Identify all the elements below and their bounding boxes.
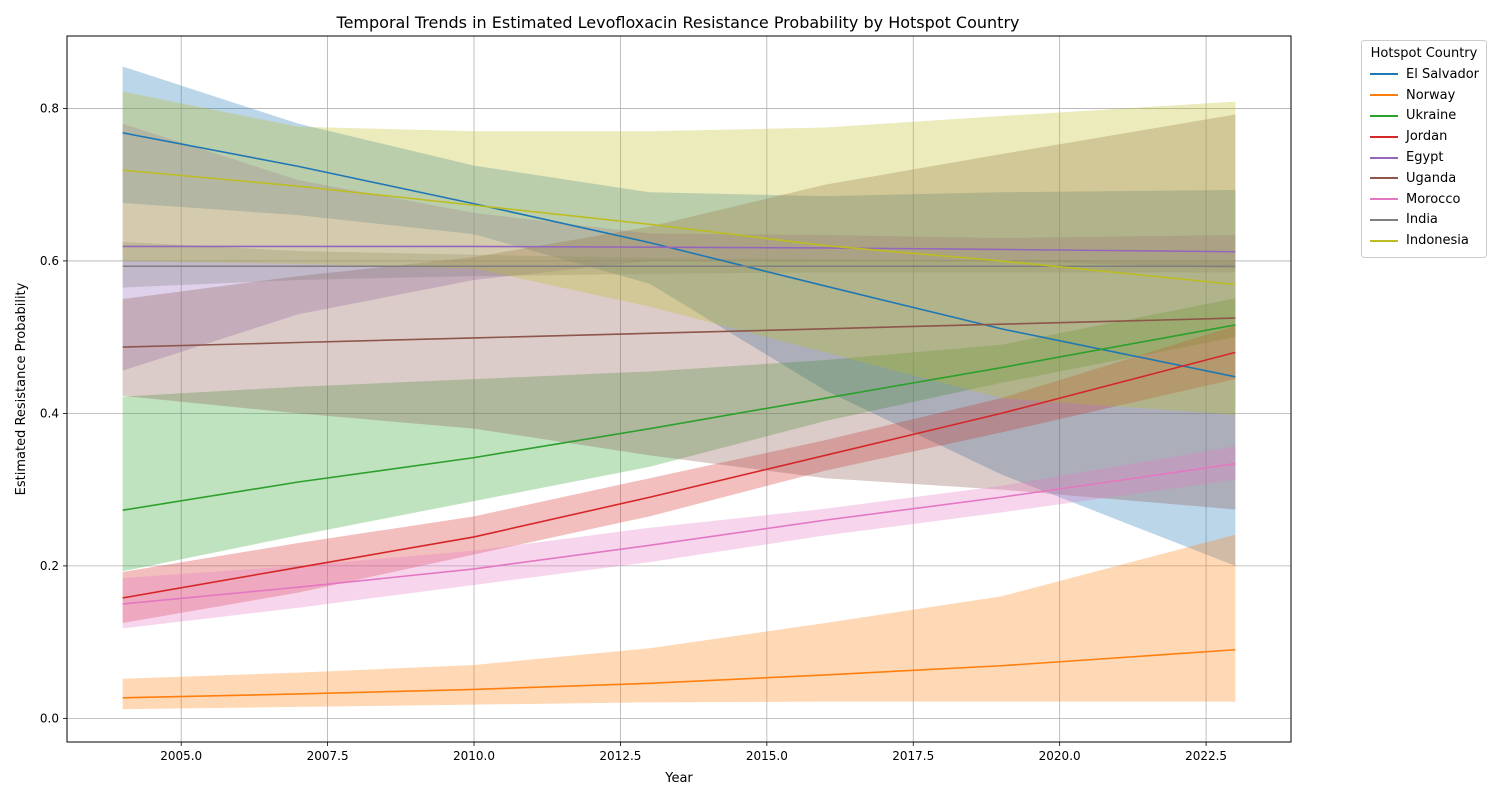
line-egypt	[122, 245, 1236, 253]
legend-label: Indonesia	[1406, 233, 1469, 249]
y-tick-label: 0.2	[40, 559, 59, 573]
legend-label: India	[1406, 212, 1438, 228]
legend-swatch	[1370, 135, 1398, 138]
x-tick-label: 2022.5	[1185, 749, 1227, 763]
band-uganda	[122, 114, 1236, 510]
line-ukraine	[122, 324, 1236, 512]
y-tick-label: 0.8	[40, 101, 59, 115]
legend-item-norway: Norway	[1370, 85, 1478, 106]
legend-label: Ukraine	[1406, 108, 1457, 124]
legend-label: El Salvador	[1406, 66, 1479, 82]
x-tick-label: 2017.5	[892, 749, 934, 763]
line-el-salvador	[122, 132, 1236, 378]
legend-item-egypt: Egypt	[1370, 147, 1478, 168]
band-indonesia	[122, 91, 1236, 415]
line-jordan	[122, 351, 1236, 599]
y-axis-label: Estimated Resistance Probability	[14, 282, 29, 495]
legend-swatch	[1370, 239, 1398, 242]
legend-label: Morocco	[1406, 191, 1461, 207]
legend-items: El Salvador Norway Ukraine Jordan Egypt Ugand…	[1370, 64, 1479, 251]
line-uganda	[122, 317, 1236, 348]
legend-item-el-salvador: El Salvador	[1370, 64, 1479, 85]
confidence-bands	[122, 66, 1236, 710]
x-axis-ticks: 2005.0 2007.5 2010.0 2012.5 2015.0 2017.5 2020…	[160, 742, 1227, 763]
line-indonesia	[122, 169, 1236, 286]
legend-item-uganda: Uganda	[1370, 168, 1478, 189]
line-morocco	[122, 462, 1236, 605]
chart-title: Temporal Trends in Estimated Levofloxaci…	[336, 13, 1020, 32]
band-ukraine	[122, 298, 1236, 572]
legend-label: Norway	[1406, 87, 1456, 103]
legend-swatch	[1370, 198, 1398, 201]
legend-label: Jordan	[1406, 129, 1448, 145]
legend-swatch	[1370, 177, 1398, 180]
legend-item-india: India	[1370, 210, 1478, 231]
x-tick-label: 2007.5	[307, 749, 349, 763]
x-tick-label: 2005.0	[160, 749, 202, 763]
band-morocco	[122, 446, 1236, 629]
legend-item-morocco: Morocco	[1370, 189, 1478, 210]
y-tick-label: 0.0	[40, 711, 59, 725]
legend-title: Hotspot Country	[1370, 46, 1478, 61]
band-india	[122, 241, 1236, 288]
legend-item-indonesia: Indonesia	[1370, 230, 1478, 251]
legend-item-ukraine: Ukraine	[1370, 106, 1478, 127]
y-axis-ticks: 0.0 0.2 0.4 0.6 0.8	[40, 101, 67, 725]
legend-item-jordan: Jordan	[1370, 126, 1478, 147]
legend-swatch	[1370, 218, 1398, 221]
legend: Hotspot Country El Salvador Norway Ukraine…	[1361, 40, 1487, 259]
legend-swatch	[1370, 94, 1398, 97]
y-tick-label: 0.4	[40, 406, 59, 420]
band-jordan	[122, 325, 1236, 624]
legend-label: Uganda	[1406, 170, 1457, 186]
line-norway	[122, 648, 1236, 699]
grid-lines	[67, 36, 1291, 742]
x-axis-label: Year	[664, 771, 693, 786]
series-lines	[122, 132, 1236, 699]
legend-swatch	[1370, 156, 1398, 159]
y-tick-label: 0.6	[40, 254, 59, 268]
legend-label: Egypt	[1406, 150, 1444, 166]
band-el-salvador	[122, 66, 1236, 566]
x-tick-label: 2010.0	[453, 749, 495, 763]
plot-frame	[66, 35, 1292, 743]
legend-swatch	[1370, 114, 1398, 117]
x-tick-label: 2012.5	[599, 749, 641, 763]
legend-swatch	[1370, 73, 1398, 76]
x-tick-label: 2015.0	[746, 749, 788, 763]
x-tick-label: 2020.0	[1039, 749, 1081, 763]
band-norway	[122, 534, 1236, 710]
